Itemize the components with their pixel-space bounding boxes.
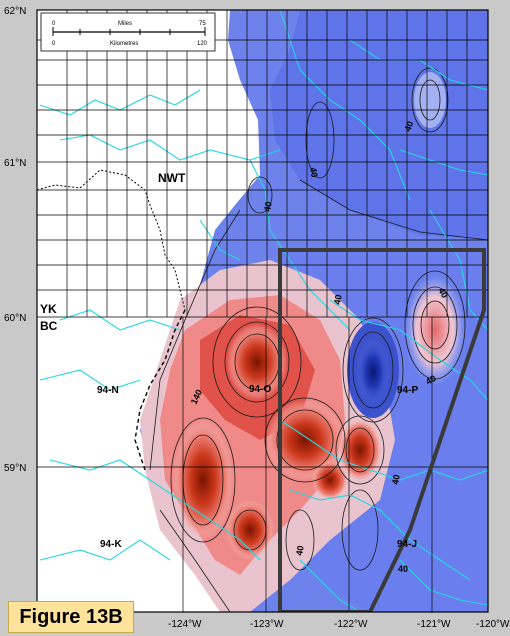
contour-label: 40: [294, 545, 306, 557]
contour-label: 40: [398, 564, 408, 574]
contour-label: 40: [436, 286, 450, 300]
label-94k: 94-K: [100, 539, 122, 550]
scale-km-end: 120: [197, 41, 208, 47]
label-bc: BC: [40, 319, 58, 333]
lon-label-123: -123°W: [250, 619, 284, 630]
label-yk: YK: [40, 302, 57, 316]
contour-label: 40: [390, 474, 402, 486]
scale-miles-start: 0: [52, 21, 56, 27]
scale-miles-end: 75: [199, 21, 206, 27]
graticule-grid: [37, 10, 488, 612]
scale-miles-unit: Miles: [118, 21, 132, 27]
rivers: [39, 10, 488, 612]
lon-label-120: -120°W: [476, 619, 510, 630]
label-94j: 94-J: [397, 539, 417, 550]
contour-label: 40: [402, 120, 415, 133]
label-94n: 94-N: [97, 385, 119, 396]
contour-label: 40: [424, 373, 438, 387]
data-boundary: [134, 309, 186, 471]
contour-label: 40: [332, 294, 344, 306]
contour-label: 40: [262, 201, 274, 213]
lat-label-61: 61°N: [4, 158, 26, 169]
contour-lines: [149, 67, 488, 612]
scale-km-unit: Kilometres: [110, 41, 138, 47]
scale-bar: 0 Miles 75 0 Kilometres 120: [40, 12, 216, 52]
study-area-box: [278, 248, 486, 612]
territory-border: [37, 169, 186, 311]
lon-label-124: -124°W: [168, 619, 202, 630]
label-94o: 94-O: [249, 384, 271, 395]
contour-label: 40: [308, 167, 320, 179]
lat-label-62: 62°N: [4, 6, 26, 17]
label-94p: 94-P: [397, 385, 418, 396]
lon-label-122: -122°W: [334, 619, 368, 630]
label-nwt: NWT: [158, 171, 186, 185]
figure-label: Figure 13B: [8, 601, 134, 633]
lat-label-59: 59°N: [4, 463, 26, 474]
lon-label-121: -121°W: [417, 619, 451, 630]
scale-km-start: 0: [52, 41, 56, 47]
lat-label-60: 60°N: [4, 313, 26, 324]
